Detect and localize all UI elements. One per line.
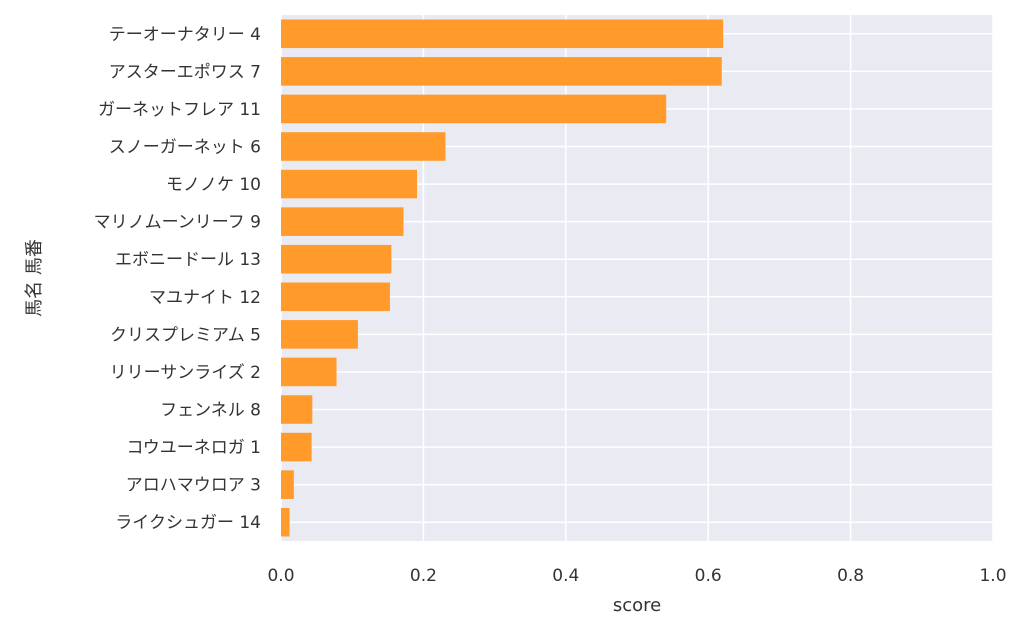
bar <box>281 395 313 424</box>
bar <box>281 57 722 86</box>
category-label: テーオーナタリー 4 <box>109 25 261 45</box>
x-tick-label: 1.0 <box>979 566 1006 586</box>
category-label: モノノケ 10 <box>166 175 261 195</box>
category-label: フェンネル 8 <box>160 401 261 421</box>
category-label: エボニードール 13 <box>115 250 261 270</box>
bar <box>281 169 417 199</box>
category-label: マリノムーンリーフ 9 <box>94 213 261 233</box>
category-labels: テーオーナタリー 4 アスターエポワス 7 ガーネットフレア 11 スノーガーネット … <box>94 25 261 533</box>
category-label: ライクシュガー 14 <box>115 513 261 533</box>
bar <box>281 357 337 387</box>
category-label: アロハマウロア 3 <box>126 476 261 496</box>
plot-background <box>281 15 993 541</box>
bar <box>281 132 446 161</box>
category-label: コウユーネロガ 1 <box>126 438 261 458</box>
bar <box>281 470 294 499</box>
x-tick-label: 0.6 <box>695 566 722 586</box>
bar <box>281 432 312 462</box>
category-label: スノーガーネット 6 <box>109 138 261 158</box>
bar <box>281 282 390 312</box>
x-axis-title: score <box>613 595 661 616</box>
y-axis-title: 馬名 馬番 <box>24 239 45 317</box>
category-label: ガーネットフレア 11 <box>98 100 261 120</box>
bar <box>281 94 667 124</box>
x-tick-label: 0.4 <box>552 566 579 586</box>
bar <box>281 320 358 349</box>
bar <box>281 19 724 49</box>
bar <box>281 244 392 274</box>
category-label: リリーサンライズ 2 <box>110 363 261 383</box>
bar <box>281 207 404 236</box>
bar <box>281 507 290 537</box>
category-label: アスターエポワス 7 <box>109 62 261 82</box>
category-label: マユナイト 12 <box>149 288 261 308</box>
x-tick-label: 0.8 <box>837 566 864 586</box>
bars <box>281 19 724 537</box>
x-tick-label: 0.0 <box>267 566 294 586</box>
x-tick-labels: 0.0 0.2 0.4 0.6 0.8 1.0 <box>267 566 1006 586</box>
category-label: クリスプレミアム 5 <box>110 325 261 345</box>
x-tick-label: 0.2 <box>410 566 437 586</box>
